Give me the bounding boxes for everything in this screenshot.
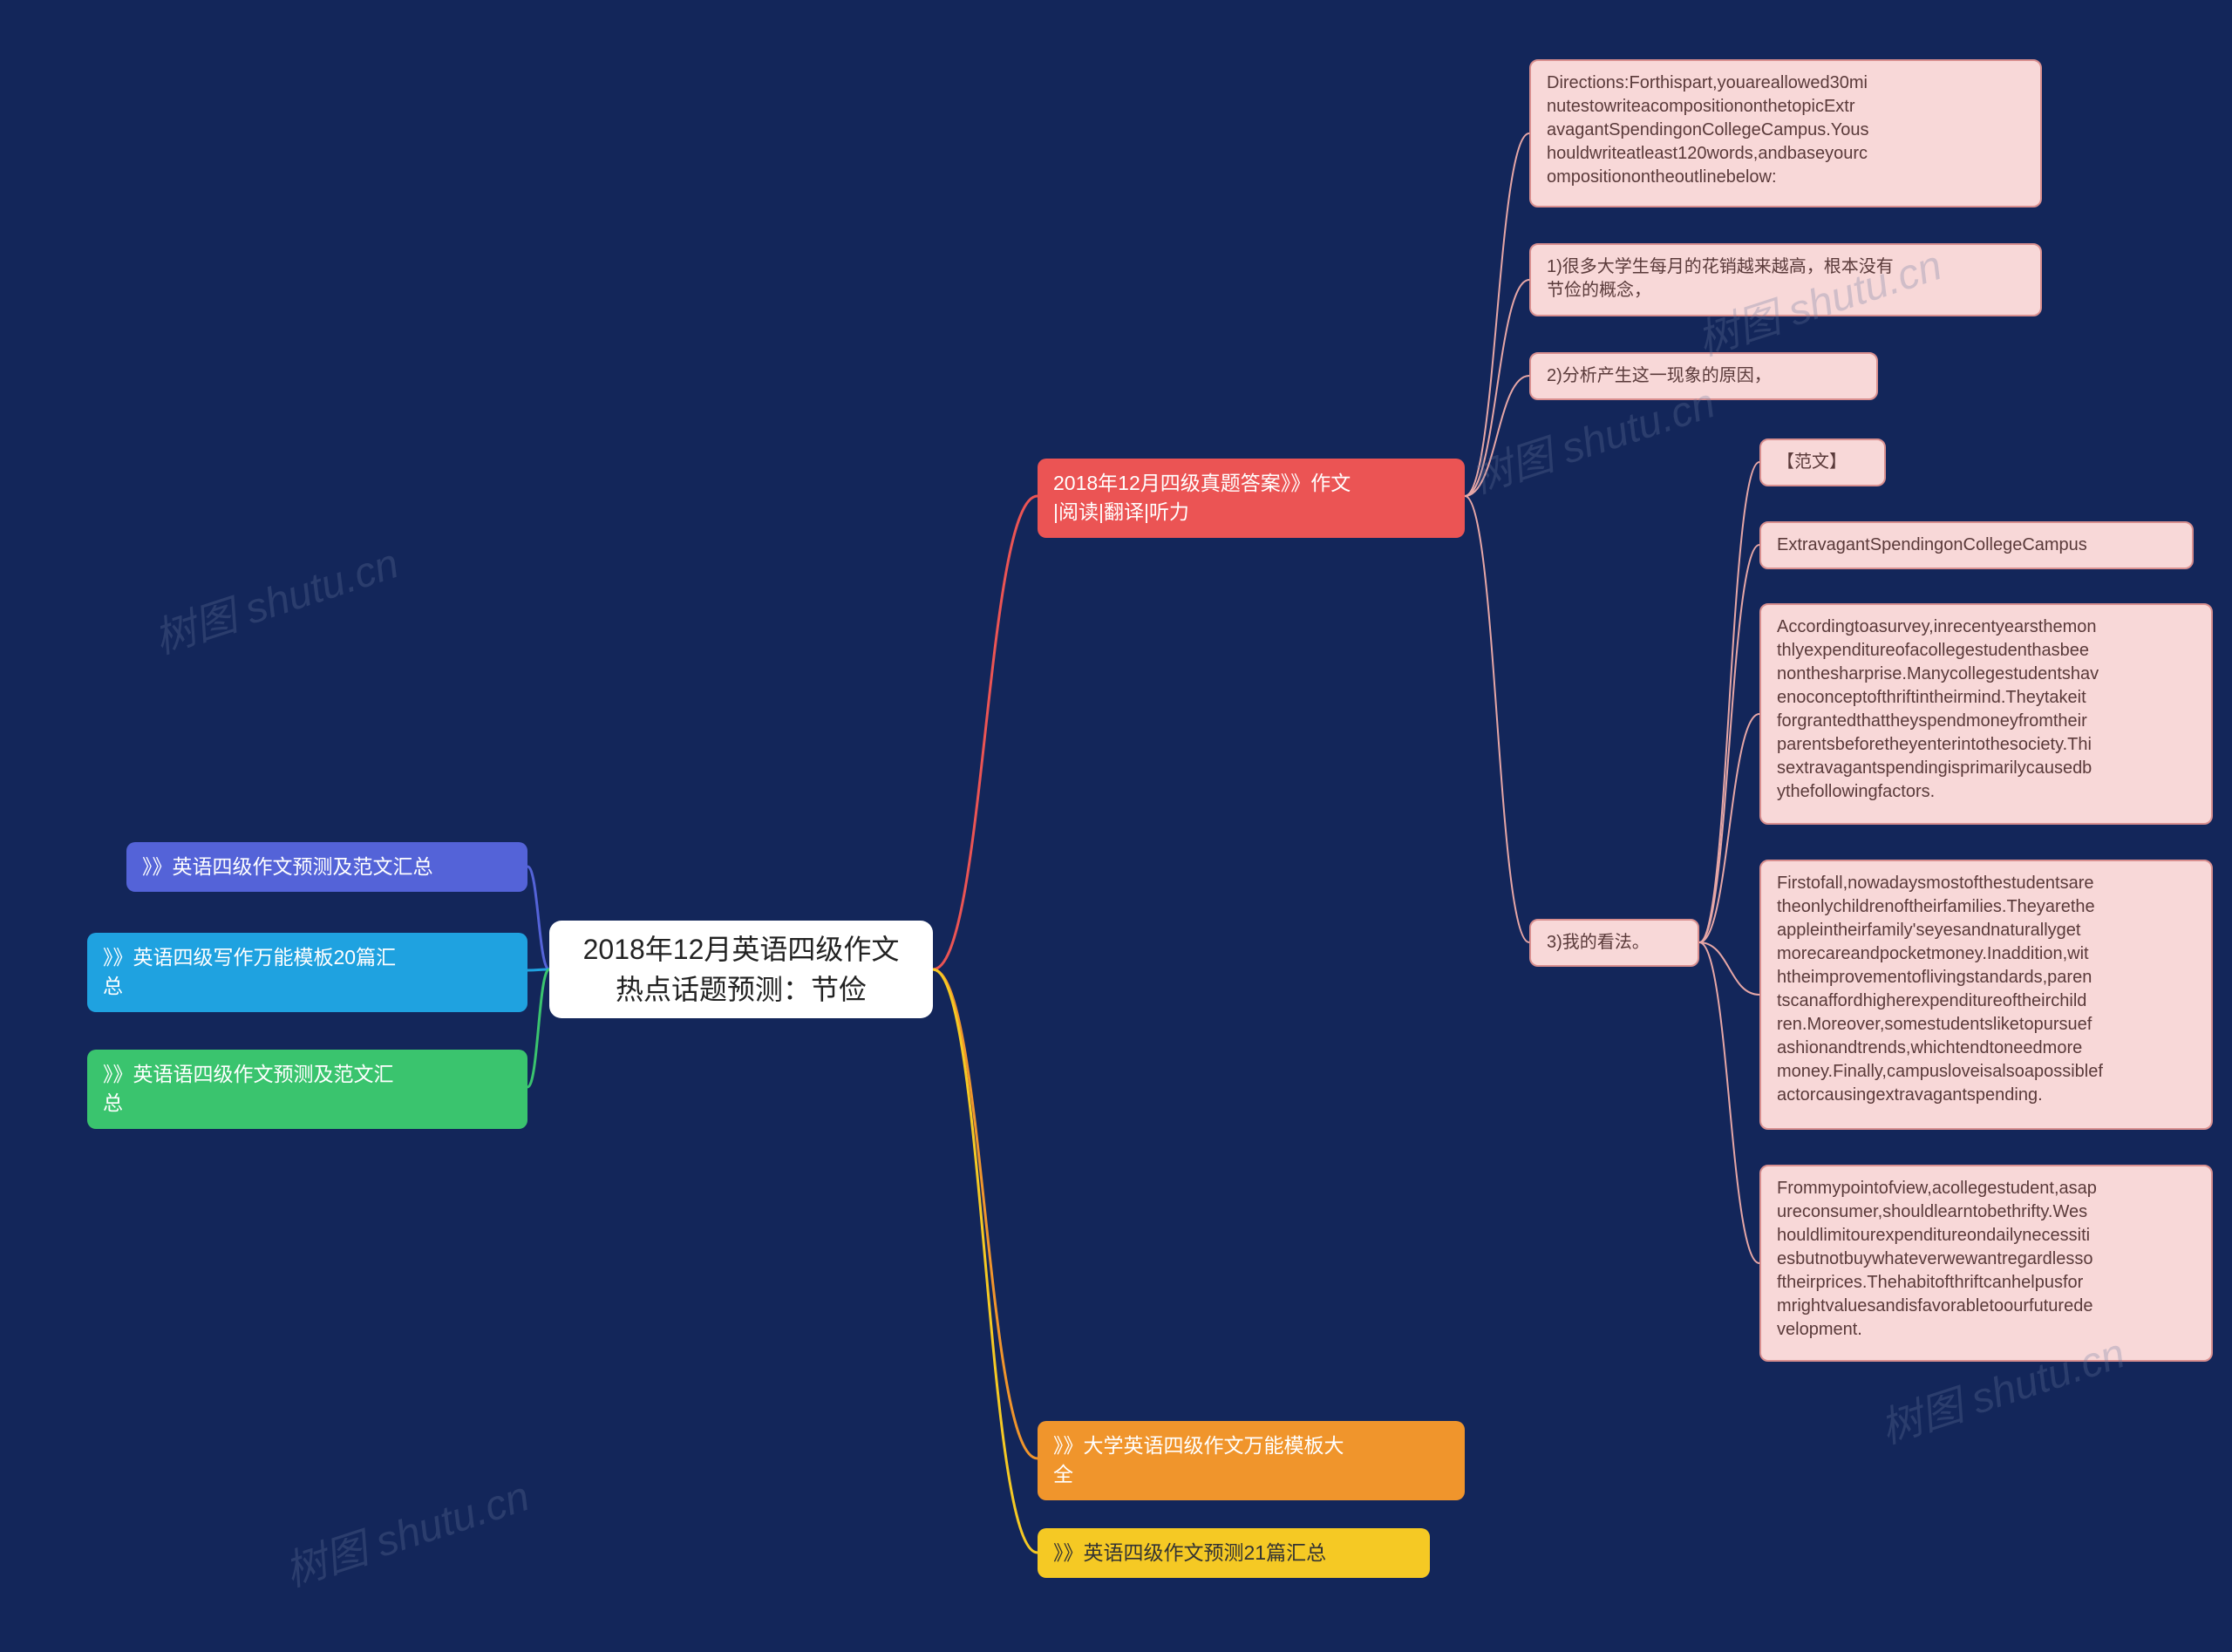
branch-green[interactable]: 》》英语语四级作文预测及范文汇 总 — [87, 1050, 527, 1129]
leaf-directions[interactable]: Directions:Forthispart,youareallowed30mi… — [1529, 59, 2042, 207]
branch-yellow[interactable]: 》》英语四级作文预测21篇汇总 — [1038, 1528, 1430, 1578]
leaf-point2[interactable]: 2)分析产生这一现象的原因， — [1529, 352, 1878, 400]
branch-red[interactable]: 2018年12月四级真题答案》》作文 |阅读|翻译|听力 — [1038, 459, 1465, 538]
branch-orange[interactable]: 》》大学英语四级作文万能模板大 全 — [1038, 1421, 1465, 1500]
leaf-point1[interactable]: 1)很多大学生每月的花销越来越高，根本没有 节俭的概念， — [1529, 243, 2042, 316]
watermark: 树图 shutu.cn — [145, 529, 405, 665]
leaf-sample-title[interactable]: 【范文】 — [1759, 438, 1886, 486]
branch-blue[interactable]: 》》英语四级写作万能模板20篇汇 总 — [87, 933, 527, 1012]
leaf-sample-p2[interactable]: Firstofall,nowadaysmostofthestudentsare … — [1759, 860, 2213, 1130]
watermark: 树图 shutu.cn — [276, 1462, 535, 1598]
leaf-sample-p3[interactable]: Frommypointofview,acollegestudent,asap u… — [1759, 1165, 2213, 1362]
leaf-sample-p1[interactable]: Accordingtoasurvey,inrecentyearsthemon t… — [1759, 603, 2213, 825]
center-node[interactable]: 2018年12月英语四级作文 热点话题预测：节俭 — [549, 921, 933, 1018]
branch-indigo[interactable]: 》》英语四级作文预测及范文汇总 — [126, 842, 527, 892]
leaf-point3[interactable]: 3)我的看法。 — [1529, 919, 1699, 967]
leaf-sample-head[interactable]: ExtravagantSpendingonCollegeCampus — [1759, 521, 2194, 569]
